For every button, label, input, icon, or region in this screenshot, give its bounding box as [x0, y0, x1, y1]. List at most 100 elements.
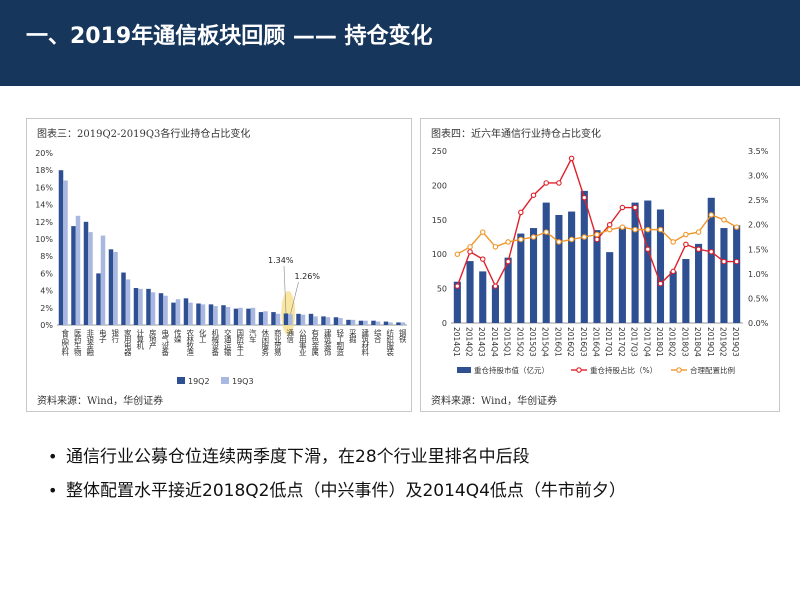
x-tick-label: 2018Q3 — [680, 327, 689, 357]
y-tick-label: 8% — [40, 252, 53, 261]
chart-title: 图表三：2019Q2-2019Q3各行业持仓占比变化 — [37, 129, 251, 140]
x-tick-label: 通信 — [286, 328, 295, 345]
bar-holding-value — [606, 252, 614, 323]
bar-holding-value — [669, 271, 677, 323]
bar-19Q2 — [271, 312, 276, 325]
bar-19Q2 — [83, 221, 89, 325]
bar-19Q2 — [346, 319, 351, 325]
bar-19Q3 — [325, 317, 331, 325]
bar-19Q2 — [108, 249, 114, 325]
bar-19Q3 — [313, 316, 318, 325]
y-tick-label: 4% — [40, 287, 53, 296]
bar-holding-value — [593, 230, 601, 323]
bar-19Q2 — [246, 308, 251, 325]
y-right-tick-label: 3.5% — [748, 147, 769, 156]
x-tick-label: 2017Q3 — [630, 327, 639, 357]
y-left-tick-label: 50 — [437, 285, 447, 294]
y-tick-label: 2% — [40, 304, 53, 313]
bar-holding-value — [682, 259, 690, 323]
line-point — [695, 246, 702, 253]
bar-19Q3 — [400, 322, 406, 325]
bar-19Q3 — [188, 302, 193, 325]
legend-swatch — [177, 377, 185, 384]
bullet-text: 整体配置水平接近2018Q2低点（中兴事件）及2014Q4低点（牛市前夕） — [66, 481, 626, 501]
y-left-tick-label: 200 — [432, 181, 447, 190]
line-point — [708, 212, 715, 218]
bar-19Q2 — [171, 302, 176, 325]
x-tick-label: 2015Q3 — [528, 327, 537, 357]
bar-holding-value — [644, 200, 652, 323]
bar-19Q3 — [213, 306, 218, 325]
bar-19Q3 — [300, 314, 306, 325]
industry-holding-chart: 0% 2% 4% 6% 8% 10% 12% 14% 16% 18% 20% 食品饮料 医药生物 非银金融… — [35, 149, 407, 386]
x-tick-label: 银行 — [111, 329, 120, 345]
x-tick-label: 食品饮料 — [61, 328, 70, 358]
bar-holding-value — [542, 202, 550, 323]
line-point — [518, 209, 524, 216]
x-tick-label: 2016Q4 — [592, 327, 601, 357]
bar-19Q3 — [200, 304, 206, 325]
bar-holding-value — [453, 281, 461, 323]
line-point — [594, 236, 600, 243]
line-point — [632, 204, 638, 211]
bar-19Q2 — [283, 313, 289, 325]
x-tick-label: 农林牧渔 — [186, 328, 195, 357]
y-tick-label: 12% — [35, 218, 53, 227]
line-point — [594, 231, 600, 238]
x-tick-label: 2017Q1 — [604, 327, 613, 357]
bar-19Q3 — [338, 318, 343, 325]
x-tick-label: 2019Q3 — [731, 327, 740, 357]
x-tick-label: 电气设备 — [161, 328, 170, 358]
line-point — [492, 283, 499, 289]
x-tick-label: 2014Q2 — [465, 327, 474, 357]
bar-19Q2 — [208, 304, 214, 325]
line-point — [543, 229, 549, 235]
x-tick-label: 2015Q4 — [541, 327, 550, 357]
legend-label: 19Q2 — [188, 377, 210, 386]
x-tick-label: 有色金属 — [311, 328, 320, 358]
x-tick-label: 机械设备 — [211, 328, 220, 358]
x-tick-label: 建筑材料 — [361, 328, 370, 358]
bar-19Q3 — [263, 311, 268, 325]
line-point — [568, 236, 575, 243]
telecom-holding-history-panel: 图表四：近六年通信行业持仓占比变化 0 50 100 150 200 250 0.0% 0.5… — [420, 118, 780, 412]
line-point — [733, 258, 740, 265]
bar-19Q3 — [100, 235, 106, 325]
bar-19Q2 — [71, 226, 76, 325]
x-tick-label: 2018Q4 — [693, 327, 702, 357]
bullet-list: • 通信行业公募仓位连续两季度下滑，在28个行业里排名中后段 • 整体配置水平接近2… — [48, 440, 626, 508]
line-point — [606, 226, 613, 233]
bar-holding-value — [529, 228, 538, 323]
x-tick-label: 2016Q1 — [553, 327, 562, 357]
line-point — [632, 226, 638, 233]
line-point — [670, 268, 676, 275]
bar-19Q3 — [250, 307, 256, 325]
bar-19Q3 — [75, 215, 81, 325]
legend-swatch — [221, 377, 229, 384]
line-point — [556, 180, 562, 186]
bar-19Q2 — [383, 321, 389, 325]
chart-source: 资料来源：Wind，华创证券 — [37, 396, 164, 407]
bar-19Q3 — [138, 288, 143, 325]
line-point — [568, 155, 575, 162]
x-tick-label: 2014Q3 — [477, 327, 486, 357]
y-right-tick-label: 0.0% — [748, 319, 769, 328]
line-point — [619, 224, 626, 230]
annotation-leader — [290, 281, 299, 315]
x-tick-label: 2014Q4 — [490, 327, 499, 357]
legend-label: 重仓持股占比（%） — [590, 365, 657, 375]
x-tick-label: 2018Q2 — [668, 327, 677, 357]
line-point — [733, 224, 740, 230]
line-point — [721, 217, 727, 223]
bar-19Q3 — [388, 322, 393, 325]
x-tick-label: 采掘 — [348, 328, 357, 345]
y-tick-label: 6% — [40, 269, 53, 278]
line-point — [657, 280, 664, 287]
x-tick-label: 化工 — [198, 328, 207, 344]
bar-19Q2 — [321, 316, 326, 325]
x-tick-label: 2017Q2 — [617, 327, 626, 357]
bar-19Q3 — [63, 180, 68, 325]
line-point — [454, 283, 461, 289]
bar-19Q2 — [158, 293, 164, 325]
bar-holding-value — [707, 197, 715, 323]
